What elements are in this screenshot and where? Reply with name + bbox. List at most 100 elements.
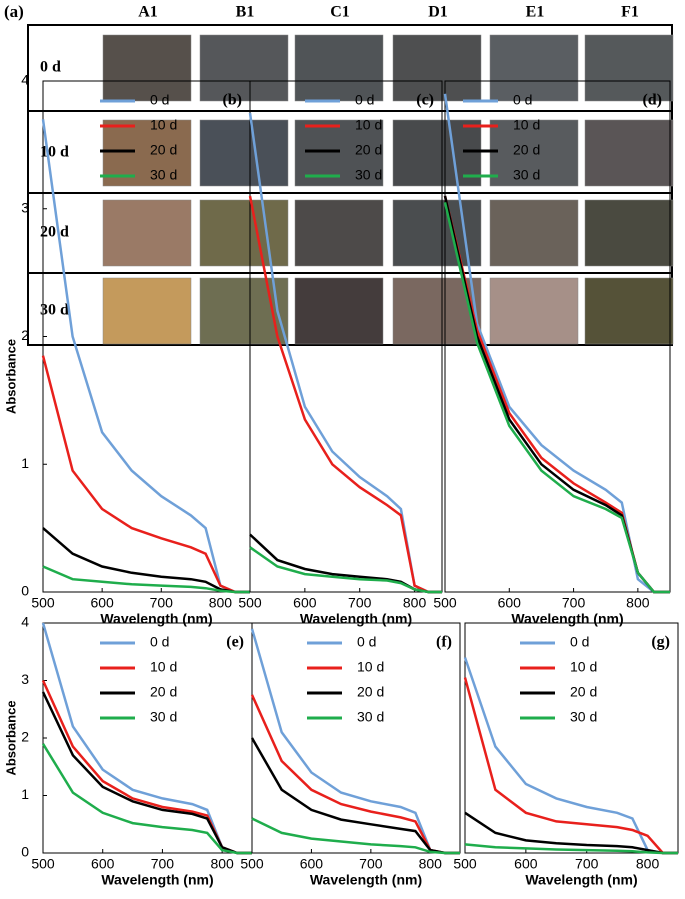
- y-tick-label: 4: [21, 72, 29, 88]
- column-label: B1: [236, 4, 255, 21]
- legend-label: 30 d: [357, 709, 384, 725]
- series-line: [41, 691, 252, 855]
- x-tick-label: 500: [433, 595, 457, 611]
- legend-label: 10 d: [357, 659, 384, 675]
- column-label: A1: [138, 4, 158, 21]
- x-tick-label: 700: [150, 595, 174, 611]
- legend-label: 0 d: [513, 92, 532, 108]
- x-tick-label: 700: [562, 595, 586, 611]
- x-tick-label: 500: [240, 856, 264, 872]
- x-tick-label: 600: [514, 856, 538, 872]
- legend-label: 0 d: [570, 634, 589, 650]
- sample-photo: [489, 34, 579, 102]
- sample-photo: [584, 199, 674, 267]
- legend-label: 20 d: [570, 684, 597, 700]
- x-axis-label: Wavelength (nm): [310, 872, 422, 888]
- x-tick-label: 700: [348, 595, 372, 611]
- column-label: C1: [330, 4, 350, 21]
- sample-photo: [102, 34, 192, 102]
- y-axis-label: Absorbance: [3, 700, 18, 775]
- row-label: 30 d: [40, 302, 69, 319]
- x-tick-label: 800: [210, 856, 234, 872]
- sample-photo: [199, 119, 289, 187]
- x-tick-label: 500: [31, 595, 55, 611]
- sample-photo: [102, 199, 192, 267]
- x-tick-label: 800: [209, 595, 233, 611]
- series-line: [248, 195, 442, 594]
- x-axis-label: Wavelength (nm): [300, 611, 412, 627]
- legend-label: 30 d: [570, 709, 597, 725]
- legend-label: 10 d: [513, 117, 540, 133]
- panel-label: (d): [642, 92, 662, 109]
- series-line: [443, 202, 670, 594]
- series-line: [463, 677, 678, 855]
- series-line: [250, 737, 460, 855]
- y-tick-label: 3: [21, 671, 29, 687]
- series-line: [443, 93, 670, 594]
- legend-label: 0 d: [357, 634, 376, 650]
- y-tick-label: 3: [21, 199, 29, 215]
- row-label: 20 d: [40, 224, 69, 241]
- sample-photo: [392, 34, 482, 102]
- legend-label: 30 d: [150, 167, 177, 183]
- panel-label: (c): [416, 92, 434, 109]
- x-tick-label: 600: [300, 856, 324, 872]
- y-tick-label: 2: [21, 327, 29, 343]
- legend-label: 0 d: [150, 634, 169, 650]
- sample-photo: [294, 277, 384, 345]
- sample-photo: [584, 119, 674, 187]
- series-line: [41, 355, 250, 594]
- x-tick-label: 600: [498, 595, 522, 611]
- legend-label: 20 d: [150, 684, 177, 700]
- legend-label: 20 d: [357, 684, 384, 700]
- x-tick-label: 600: [91, 856, 115, 872]
- x-axis-label: Wavelength (nm): [101, 872, 213, 888]
- sample-photo: [199, 199, 289, 267]
- x-axis-label: Wavelength (nm): [511, 611, 623, 627]
- series-line: [41, 622, 252, 855]
- y-tick-label: 0: [21, 844, 29, 860]
- x-tick-label: 800: [403, 595, 427, 611]
- y-tick-label: 0: [21, 583, 29, 599]
- panel-label: (e): [226, 634, 244, 651]
- plot-frame: [464, 622, 679, 854]
- series-line: [250, 628, 460, 855]
- series-line: [41, 743, 252, 855]
- legend-label: 10 d: [150, 659, 177, 675]
- column-label: E1: [526, 4, 545, 21]
- sample-photo: [489, 119, 579, 187]
- series-line: [41, 119, 250, 594]
- y-tick-label: 1: [21, 455, 29, 471]
- row-label: 10 d: [40, 144, 69, 161]
- y-tick-label: 4: [21, 614, 29, 630]
- y-axis-label: Absorbance: [3, 339, 18, 414]
- x-tick-label: 600: [90, 595, 114, 611]
- legend-label: 20 d: [513, 142, 540, 158]
- legend-label: 30 d: [513, 167, 540, 183]
- series-line: [250, 694, 460, 855]
- y-tick-label: 1: [21, 786, 29, 802]
- row-label: 0 d: [40, 59, 61, 76]
- series-line: [249, 546, 442, 594]
- sample-photo: [199, 34, 289, 102]
- panel-label: (a): [4, 2, 24, 21]
- legend-label: 10 d: [150, 117, 177, 133]
- series-line: [464, 843, 678, 855]
- x-tick-label: 800: [636, 856, 660, 872]
- panel-label: (b): [222, 92, 242, 109]
- legend-label: 10 d: [355, 117, 382, 133]
- legend-label: 20 d: [150, 142, 177, 158]
- sample-photo: [294, 34, 384, 102]
- y-tick-label: 2: [21, 729, 29, 745]
- x-tick-label: 500: [238, 595, 262, 611]
- series-line: [251, 817, 460, 855]
- legend-label: 0 d: [355, 92, 374, 108]
- sample-photo: [102, 277, 192, 345]
- x-tick-label: 500: [31, 856, 55, 872]
- sample-photo: [489, 277, 579, 345]
- x-tick-label: 700: [575, 856, 599, 872]
- sample-photo: [489, 199, 579, 267]
- series-line: [42, 565, 250, 594]
- sample-photo: [584, 34, 674, 102]
- column-label: D1: [428, 4, 448, 21]
